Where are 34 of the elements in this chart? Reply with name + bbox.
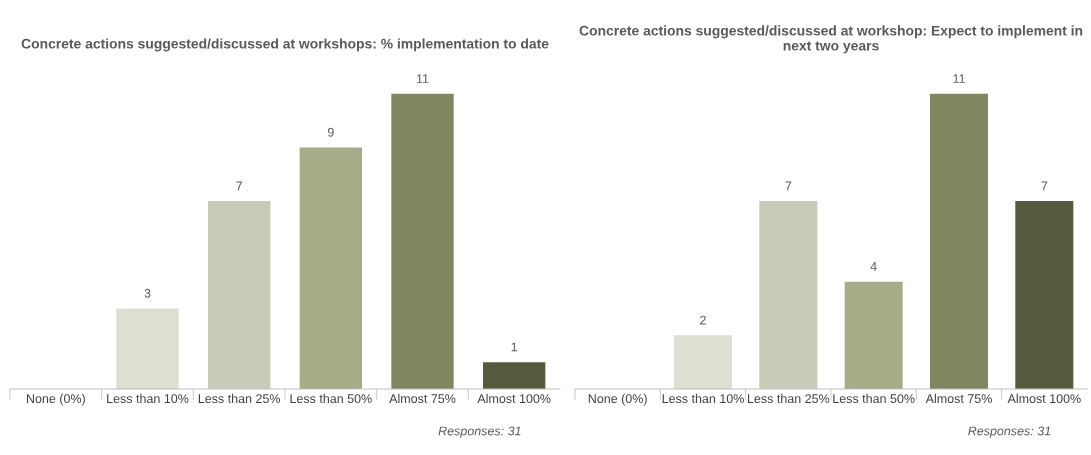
x-tick-label: Almost 100% bbox=[477, 393, 551, 404]
data-label: 7 bbox=[1041, 181, 1048, 191]
bar bbox=[929, 93, 989, 389]
data-label: 2 bbox=[700, 315, 706, 325]
bar bbox=[391, 93, 454, 389]
data-label: 3 bbox=[144, 288, 151, 298]
x-tick-label: Less than 10% bbox=[107, 393, 189, 404]
x-tick-label: Less than 50% bbox=[833, 393, 915, 404]
bar bbox=[673, 335, 733, 389]
x-tick-label: None (0%) bbox=[588, 393, 647, 406]
x-tick-label: Less than 50% bbox=[290, 393, 372, 404]
bar bbox=[844, 281, 903, 389]
x-tick-label: Almost 100% bbox=[1007, 393, 1081, 404]
data-label: 11 bbox=[953, 74, 965, 83]
data-label: 7 bbox=[236, 181, 243, 191]
x-tick-label: Less than 10% bbox=[662, 393, 744, 404]
bar bbox=[116, 308, 179, 389]
x-tick-label: Almost 75% bbox=[925, 393, 992, 404]
x-tick-label: Almost 75% bbox=[389, 393, 456, 404]
data-label: 11 bbox=[416, 74, 429, 83]
data-label: 7 bbox=[785, 181, 792, 191]
data-label: 9 bbox=[327, 127, 334, 137]
chart-title: Concrete actions suggested/discussed at workshops: % implementation to date bbox=[21, 38, 549, 52]
x-tick-label: Less than 25% bbox=[198, 393, 281, 404]
data-label: 4 bbox=[870, 262, 877, 271]
chart-title: Concrete actions suggested/discussed at workshop: Expect to implement in next two years bbox=[579, 25, 1083, 54]
bar bbox=[483, 362, 546, 389]
bar bbox=[299, 147, 362, 389]
text: Responses: 31 bbox=[438, 426, 521, 438]
x-tick-label: None (0%) bbox=[26, 393, 85, 406]
bar bbox=[1015, 201, 1074, 389]
text: Responses: 31 bbox=[968, 426, 1051, 438]
x-tick-label: Less than 25% bbox=[748, 393, 830, 404]
data-label: 1 bbox=[511, 342, 518, 352]
